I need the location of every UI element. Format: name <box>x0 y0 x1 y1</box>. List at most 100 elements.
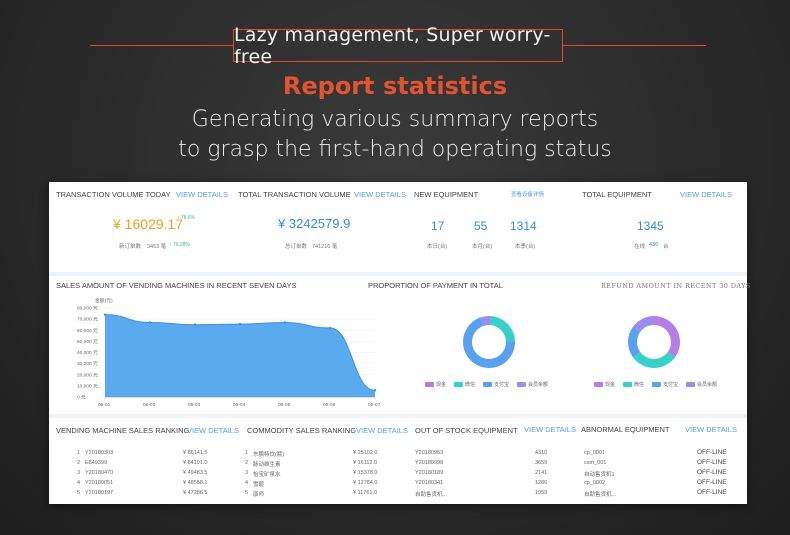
legend-item[interactable]: 会员余额 <box>686 381 717 388</box>
out-of-stock-title: OUT OF STOCK EQUIPMENT <box>415 426 518 435</box>
commodity-ranking-title: COMMODITY SALES RANKING <box>247 426 357 435</box>
view-details-link[interactable]: VIEW DETAILS <box>685 425 737 434</box>
subtitle-line-2: to grasp the first-hand operating status <box>178 137 612 162</box>
donut-slice <box>632 316 654 333</box>
view-details-link[interactable]: VIEW DETAILS <box>356 426 408 435</box>
legend-item[interactable]: 现金 <box>425 381 446 388</box>
donut-slice <box>632 351 676 368</box>
rank-number: 1 <box>77 450 81 456</box>
y-tick-label: 40,000 元 <box>77 350 98 356</box>
kpi-new-equipment-day: 17 <box>431 219 445 233</box>
kpi-online-unit: 台 <box>663 244 669 250</box>
row-divider <box>49 414 747 418</box>
abnormal-equipment-id[interactable]: 自动售货机1 <box>584 472 615 478</box>
vending-machine-id[interactable]: Y20180051 <box>85 480 114 486</box>
legend-swatch <box>594 382 603 387</box>
legend-swatch <box>483 382 493 387</box>
commodity-name[interactable]: 雪碧 <box>253 482 265 488</box>
legend-swatch <box>425 382 434 387</box>
out-of-stock-equipment-id[interactable]: Y20180341 <box>415 480 444 486</box>
status-badge: OFF-LINE <box>697 459 727 466</box>
abnormal-equipment-id[interactable]: cp_0002 <box>584 480 606 486</box>
commodity-name[interactable]: 康师 <box>253 492 265 498</box>
kpi-new-orders-change: ↑ 76.28% <box>169 242 190 248</box>
rank-number: 5 <box>77 490 81 496</box>
abnormal-equipment-id[interactable]: cp_0001 <box>584 450 606 456</box>
legend-item[interactable]: 支付宝 <box>483 381 509 388</box>
legend-item[interactable]: 微信 <box>454 381 475 388</box>
kpi-total-orders-label: 总订单数 <box>285 244 308 250</box>
dashboard-panel: TRANSACTION VOLUME TODAY VIEW DETAILS ¥ … <box>49 182 750 504</box>
donut-slice <box>489 316 491 326</box>
commodity-name[interactable]: 脉动维生素 <box>253 462 281 468</box>
rank-number: 2 <box>77 460 81 466</box>
tagline-right-rule <box>563 45 706 46</box>
y-axis-label: 金额(元) <box>95 297 113 304</box>
commodity-name[interactable]: 东鹏特饮(瓶) <box>253 452 285 458</box>
kpi-total-transaction-label: TOTAL TRANSACTION VOLUME <box>238 190 351 199</box>
sales-point <box>238 322 242 326</box>
sales-point <box>373 389 377 392</box>
equipment-details-link[interactable]: 查看设备详情 <box>511 192 545 198</box>
legend-item[interactable]: 会员余额 <box>517 381 548 388</box>
status-badge: OFF-LINE <box>697 449 727 456</box>
abnormal-equipment-id[interactable]: 自助售货机... <box>584 492 617 498</box>
donut-slice <box>463 317 515 368</box>
kpi-new-orders-label: 新订单数 <box>119 244 142 250</box>
x-tick-label: 06-07 <box>368 402 381 408</box>
sales-point <box>328 326 332 330</box>
refund-legend: 现金 微信 支付宝 会员余额 <box>594 380 725 389</box>
kpi-new-equipment-quarter-label: 本季(台) <box>515 244 536 250</box>
out-of-stock-equipment-id[interactable]: 自助售货机... <box>415 492 448 498</box>
x-tick-label: 06-01 <box>98 402 111 408</box>
out-of-stock-count: 4310 <box>535 450 548 456</box>
rank-number: 3 <box>77 470 81 476</box>
vending-machine-id[interactable]: Y20180197 <box>85 490 114 496</box>
view-details-link[interactable]: VIEW DETAILS <box>176 190 228 199</box>
out-of-stock-count: 1059 <box>535 490 548 496</box>
sales-point <box>148 321 152 324</box>
commodity-sales-value: ¥ 16112.0 <box>353 460 378 466</box>
x-tick-label: 06-02 <box>143 402 156 408</box>
rank-number: 4 <box>245 480 249 486</box>
y-tick-label: 10,000 元 <box>77 383 98 389</box>
kpi-transaction-today-value: ¥ 16029.17 <box>113 216 184 232</box>
commodity-sales-value: ¥ 12784.0 <box>353 480 378 486</box>
out-of-stock-equipment-id[interactable]: Y20180998 <box>415 460 444 466</box>
y-tick-label: 20,000 元 <box>77 372 98 378</box>
vending-sales-value: ¥ 47286.5 <box>183 490 208 496</box>
legend-label: 会员余额 <box>528 382 549 388</box>
out-of-stock-equipment-id[interactable]: Y20180953 <box>415 450 444 456</box>
legend-item[interactable]: 支付宝 <box>652 381 678 388</box>
section-title: Report statistics <box>282 72 508 100</box>
legend-label: 会员余额 <box>697 382 718 388</box>
out-of-stock-equipment-id[interactable]: Y20180189 <box>415 470 444 476</box>
rank-number: 2 <box>245 460 249 466</box>
commodity-name[interactable]: 怡宝矿泉水 <box>253 472 281 478</box>
vending-sales-value: ¥ 64191.0 <box>183 460 208 466</box>
vending-machine-id[interactable]: E849399 <box>85 460 108 466</box>
row-divider <box>49 272 747 276</box>
view-details-link[interactable]: VIEW DETAILS <box>354 190 406 199</box>
abnormal-equipment-id[interactable]: csm_001 <box>584 460 607 466</box>
rank-number: 3 <box>245 470 249 476</box>
legend-label: 支付宝 <box>494 382 510 388</box>
vending-machine-id[interactable]: Y20180303 <box>85 450 114 456</box>
y-tick-label: 30,000 元 <box>77 361 98 367</box>
vending-machine-id[interactable]: Y20180470 <box>85 470 114 476</box>
view-details-link[interactable]: VIEW DETAILS <box>187 426 239 435</box>
x-tick-label: 06-06 <box>323 402 336 408</box>
legend-item[interactable]: 现金 <box>594 381 615 388</box>
sales-point <box>103 313 107 316</box>
commodity-sales-value: ¥ 25102.0 <box>353 450 378 456</box>
y-tick-label: 70,000 元 <box>77 317 98 323</box>
legend-item[interactable]: 微信 <box>623 381 644 388</box>
kpi-transaction-today-label: TRANSACTION VOLUME TODAY <box>56 190 171 199</box>
legend-label: 现金 <box>436 382 447 388</box>
out-of-stock-count: 2141 <box>535 470 548 476</box>
kpi-new-equipment-label: NEW EQUIPMENT <box>414 190 479 199</box>
subtitle-line-1: Generating various summary reports <box>191 107 599 132</box>
status-badge: OFF-LINE <box>697 479 727 486</box>
view-details-link[interactable]: VIEW DETAILS <box>524 425 576 434</box>
view-details-link[interactable]: VIEW DETAILS <box>680 190 732 199</box>
